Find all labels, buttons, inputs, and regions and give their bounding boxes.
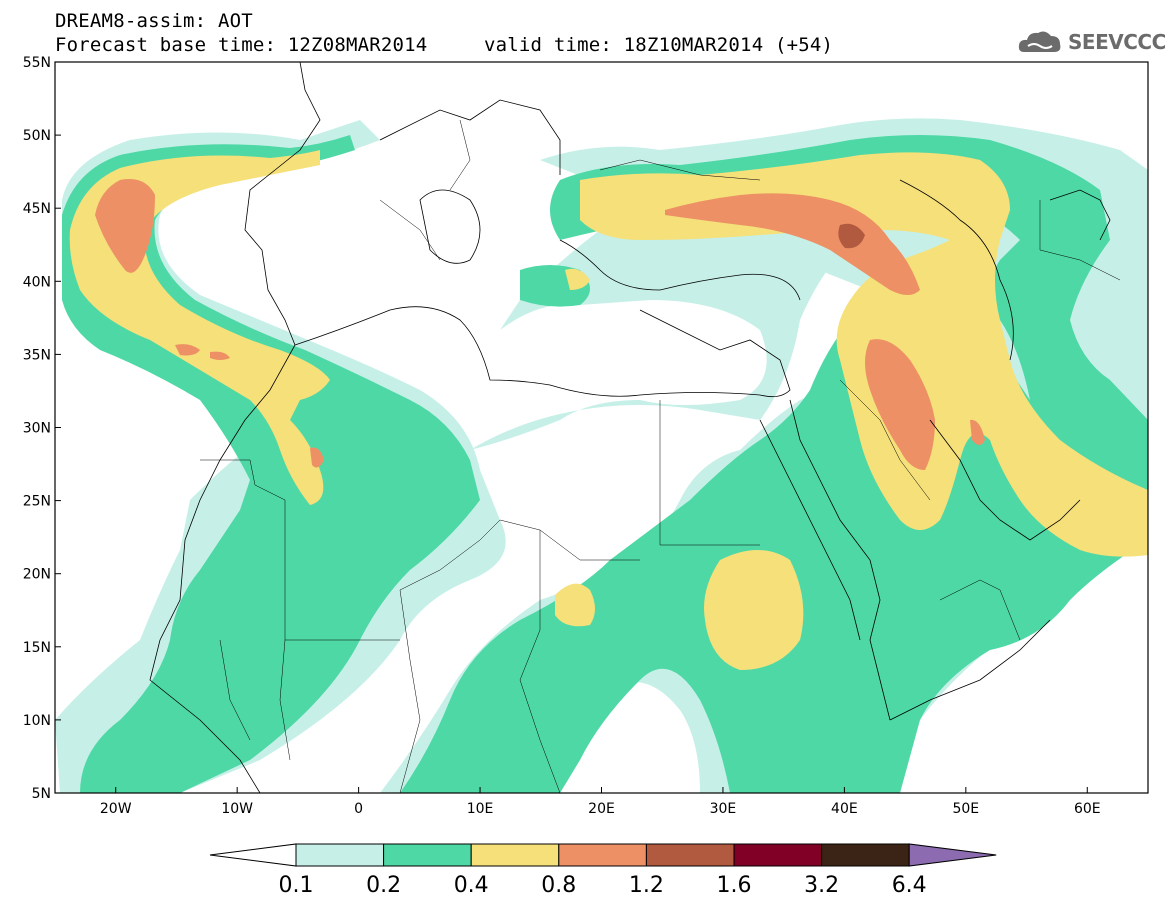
lon-tick-label: 50E <box>952 801 979 817</box>
lat-tick-label: 30N <box>23 421 51 437</box>
lat-tick-label: 25N <box>23 494 51 510</box>
coastlines <box>149 62 1111 793</box>
colorbar-segment <box>645 843 735 867</box>
colorbar-under-triangle <box>209 843 297 867</box>
forecast-base-time: Forecast base time: 12Z08MAR2014 <box>55 34 428 56</box>
lon-tick-label: 30E <box>710 801 737 817</box>
cloud-logo-icon <box>1018 31 1061 52</box>
colorbar-label: 6.4 <box>892 873 927 898</box>
lat-tick-label: 5N <box>32 786 51 802</box>
lon-tick-label: 40E <box>831 801 858 817</box>
colorbar-segment <box>295 843 385 867</box>
lat-tick-label: 40N <box>23 274 51 290</box>
aot-colorbar: 0.1 0.2 0.4 0.8 1.2 1.6 3.2 6.4 <box>209 843 997 898</box>
aot-level-0.8 <box>95 179 985 470</box>
colorbar-label: 0.1 <box>279 873 314 898</box>
lat-tick-label: 35N <box>23 347 51 363</box>
lat-tick-label: 50N <box>23 128 51 144</box>
lat-tick-label: 55N <box>23 55 51 71</box>
colorbar-over-triangle <box>908 843 997 867</box>
colorbar-segment <box>383 843 472 867</box>
country-borders <box>200 119 1121 793</box>
colorbar-label: 0.4 <box>454 873 489 898</box>
lat-axis: 55N 50N 45N 40N 35N 30N 25N 20N 15N 10N 5N <box>23 55 61 802</box>
colorbar-label: 1.2 <box>629 873 664 898</box>
colorbar-segment <box>470 843 560 867</box>
lon-tick-label: 10W <box>221 801 253 817</box>
colorbar-label: 3.2 <box>804 873 839 898</box>
colorbar-segment <box>733 843 823 867</box>
aot-level-1.2 <box>838 223 865 249</box>
lon-tick-label: 20W <box>100 801 132 817</box>
lat-tick-label: 10N <box>23 713 51 729</box>
lon-tick-label: 10E <box>467 801 494 817</box>
map-title: DREAM8-assim: AOT <box>55 10 253 32</box>
logo-text: SEEVCCC <box>1068 30 1165 54</box>
colorbar-segment <box>821 843 910 867</box>
colorbar-label: 1.6 <box>717 873 752 898</box>
valid-time: valid time: 18Z10MAR2014 (+54) <box>484 34 834 56</box>
colorbar-label: 0.2 <box>366 873 401 898</box>
lon-tick-label: 60E <box>1074 801 1101 817</box>
colorbar-label: 0.8 <box>541 873 576 898</box>
colorbar-segment <box>558 843 647 867</box>
lat-tick-label: 15N <box>23 640 51 656</box>
lat-tick-label: 20N <box>23 567 51 583</box>
lon-axis: 20W 10W 0 10E 20E 30E 40E 50E 60E <box>100 787 1101 817</box>
lon-tick-label: 0 <box>354 801 363 817</box>
lon-tick-label: 20E <box>588 801 615 817</box>
lat-tick-label: 45N <box>23 201 51 217</box>
